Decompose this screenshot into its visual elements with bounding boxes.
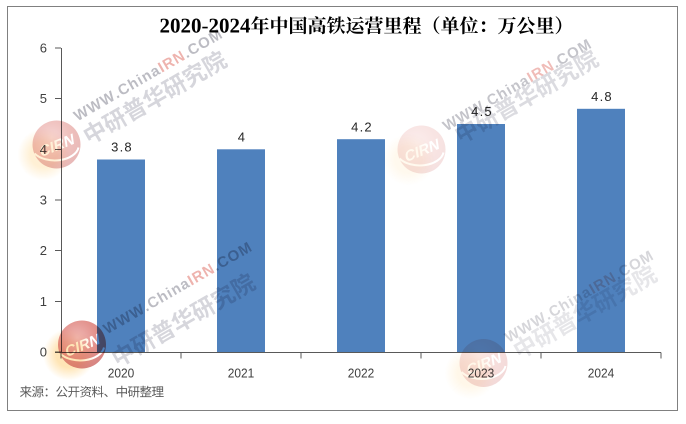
svg-text:2021: 2021 <box>228 366 255 381</box>
svg-text:2022: 2022 <box>348 366 375 381</box>
svg-text:5: 5 <box>40 91 47 106</box>
svg-text:4.2: 4.2 <box>351 119 373 134</box>
svg-text:4.8: 4.8 <box>591 89 613 104</box>
svg-text:2: 2 <box>40 243 47 258</box>
svg-text:1: 1 <box>40 294 47 309</box>
svg-text:4: 4 <box>238 130 246 145</box>
svg-text:3: 3 <box>40 193 47 208</box>
svg-text:3.8: 3.8 <box>111 140 133 155</box>
svg-text:2024: 2024 <box>588 366 615 381</box>
svg-text:6: 6 <box>40 41 47 56</box>
svg-text:2020: 2020 <box>108 366 135 381</box>
